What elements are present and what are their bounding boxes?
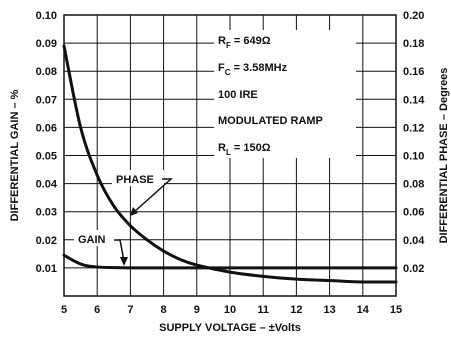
gain-leader-line	[114, 239, 125, 262]
y-right-tick-label: 0.04	[403, 235, 425, 247]
gain-label: GAIN	[78, 234, 106, 246]
gain-arrowhead	[120, 257, 128, 266]
y-right-tick-label: 0.14	[403, 94, 425, 106]
conditions-bg	[214, 30, 356, 158]
x-tick-label: 9	[194, 304, 200, 316]
gain-label-bg	[74, 230, 118, 246]
phase-label: PHASE	[116, 174, 154, 186]
y-right-tick-label: 0.06	[403, 207, 424, 219]
y-left-tick-label: 0.02	[36, 235, 57, 247]
y-left-tick-label: 0.10	[36, 10, 57, 22]
y-left-tick-label: 0.06	[36, 122, 57, 134]
y-left-tick-label: 0.03	[36, 207, 57, 219]
y-right-tick-label: 0.12	[403, 122, 424, 134]
condition-line: RL = 150Ω	[218, 142, 271, 157]
x-tick-label: 10	[224, 304, 236, 316]
y-right-axis-title: DIFFERENTIAL PHASE – Degrees	[438, 68, 450, 244]
y-right-tick-label: 0.18	[403, 38, 424, 50]
x-tick-label: 5	[61, 304, 67, 316]
y-left-tick-label: 0.04	[36, 179, 58, 191]
y-right-tick-label: 0.02	[403, 263, 424, 275]
y-right-tick-label: 0.10	[403, 151, 424, 163]
series-line-gain	[62, 253, 398, 270]
y-left-axis-title: DIFFERENTIAL GAIN – %	[9, 89, 21, 221]
y-left-tick-label: 0.01	[36, 263, 57, 275]
phase-leader-line	[133, 178, 173, 213]
plot-frame	[63, 14, 397, 297]
phase-label-bg	[112, 170, 164, 186]
x-tick-label: 7	[127, 304, 133, 316]
x-tick-label: 14	[357, 304, 370, 316]
series-line-phase	[62, 44, 398, 284]
y-left-tick-label: 0.05	[36, 151, 57, 163]
x-tick-label: 8	[161, 304, 167, 316]
condition-line: 100 IRE	[218, 89, 258, 101]
y-left-tick-label: 0.08	[36, 66, 57, 78]
condition-line: RF = 649Ω	[218, 35, 271, 50]
y-left-tick-label: 0.07	[36, 94, 57, 106]
x-tick-label: 13	[323, 304, 335, 316]
condition-line: FC = 3.58MHz	[218, 62, 288, 77]
y-right-tick-label: 0.08	[403, 179, 424, 191]
y-left-tick-label: 0.09	[36, 38, 57, 50]
y-right-tick-label: 0.16	[403, 66, 424, 78]
x-tick-label: 15	[390, 304, 402, 316]
x-tick-label: 11	[257, 304, 269, 316]
x-axis-title: SUPPLY VOLTAGE – ±Volts	[159, 322, 301, 334]
labels: 5 6 7 8 9 10 11 12 13 14 15 0.01 0.02 0.03 0.04 0.05 0.0…	[9, 10, 450, 334]
phase-arrowhead	[130, 207, 138, 216]
curves	[62, 44, 398, 284]
x-tick-label: 6	[94, 304, 100, 316]
x-tick-label: 12	[290, 304, 302, 316]
condition-line: MODULATED RAMP	[218, 115, 323, 127]
y-right-tick-label: 0.20	[403, 10, 424, 22]
